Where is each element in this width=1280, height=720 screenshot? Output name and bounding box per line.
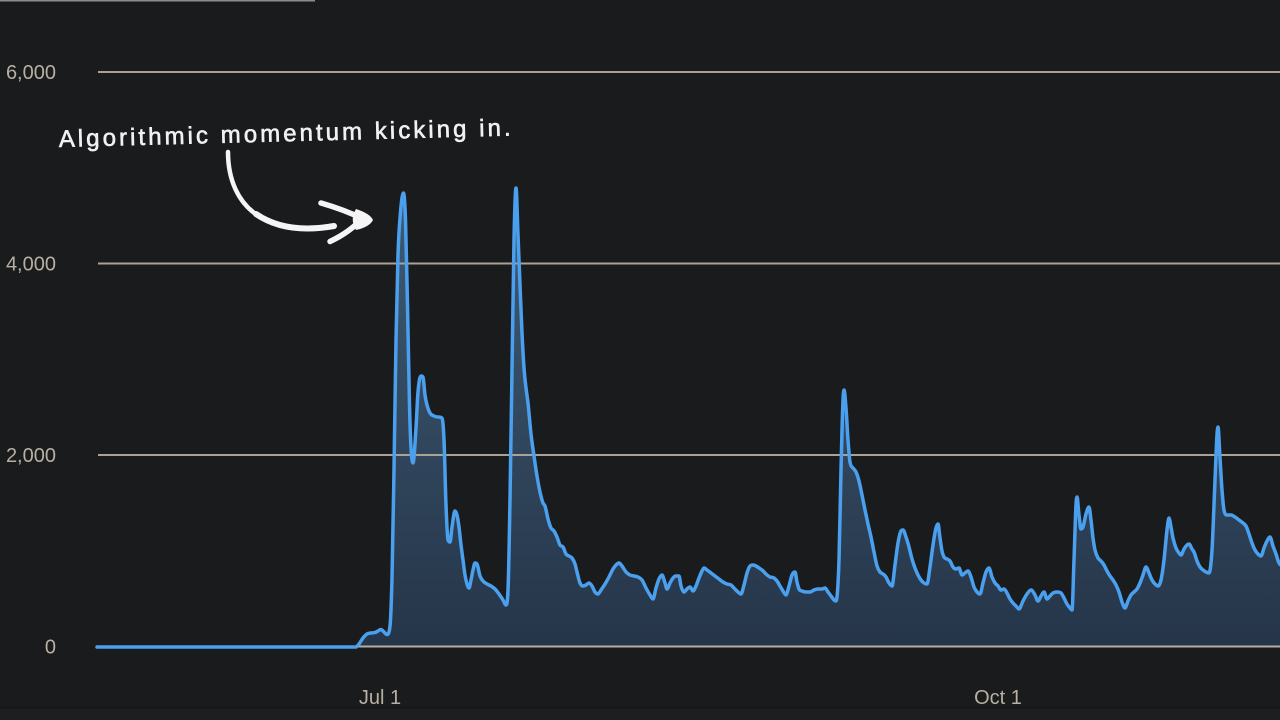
svg-text:0: 0 [45, 637, 56, 659]
svg-text:2,000: 2,000 [6, 445, 56, 467]
svg-text:Jul 1: Jul 1 [359, 687, 401, 709]
svg-text:Oct 1: Oct 1 [974, 687, 1022, 709]
svg-text:6,000: 6,000 [6, 62, 56, 84]
svg-text:4,000: 4,000 [6, 254, 56, 276]
